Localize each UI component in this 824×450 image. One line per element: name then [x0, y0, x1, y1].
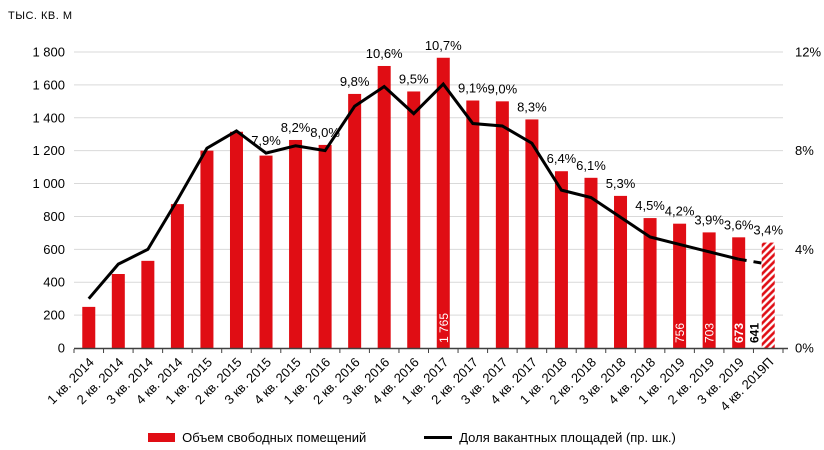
bar	[466, 100, 480, 348]
bar	[702, 232, 716, 348]
legend-item-vacancy: Доля вакантных площадей (пр. шк.)	[424, 430, 676, 445]
bar	[407, 91, 421, 348]
bar	[495, 101, 509, 348]
bar-value-label: 703	[703, 323, 717, 343]
bar	[111, 274, 125, 348]
bar	[377, 65, 391, 348]
bar-value-label: 641	[748, 323, 762, 343]
line-point-label: 8,2%	[281, 120, 311, 135]
line-point-label: 9,5%	[399, 71, 429, 86]
line-point-label: 3,6%	[724, 217, 754, 232]
bar	[732, 237, 746, 348]
left-axis-tick-label: 1 200	[32, 143, 65, 158]
left-axis-tick-label: 800	[43, 209, 65, 224]
left-axis-title: ТЫС. КВ. М	[8, 10, 73, 22]
left-axis-tick-label: 1 000	[32, 176, 65, 191]
bar-value-label: 756	[673, 323, 687, 343]
left-axis-tick-label: 400	[43, 275, 65, 290]
bar	[673, 223, 687, 348]
bar-series-label: Объем свободных помещений	[182, 430, 367, 445]
left-axis-tick-label: 0	[58, 341, 65, 356]
line-point-label: 4,5%	[635, 198, 665, 213]
bar-value-label: 1 765	[437, 313, 451, 343]
line-point-label: 6,1%	[576, 158, 606, 173]
bar-value-label: 673	[732, 323, 746, 343]
bar	[289, 139, 303, 348]
bar	[643, 218, 657, 348]
line-point-label: 10,6%	[366, 46, 403, 61]
line-point-label: 4,2%	[665, 204, 695, 219]
bar	[318, 144, 332, 348]
line-point-label: 6,4%	[547, 151, 577, 166]
bar	[82, 306, 96, 348]
bar	[259, 155, 273, 348]
bar	[170, 204, 184, 348]
bar	[614, 195, 628, 348]
line-point-label: 5,3%	[606, 176, 636, 191]
line-point-label: 9,0%	[488, 81, 518, 96]
bar-series-swatch	[148, 433, 176, 442]
left-axis-tick-label: 1 600	[32, 77, 65, 92]
vacancy-line-forecast-segment	[738, 257, 769, 266]
line-point-label: 9,8%	[340, 74, 370, 89]
bar	[554, 171, 568, 348]
bar-forecast	[761, 242, 775, 348]
line-point-label: 9,1%	[458, 81, 488, 96]
right-axis-tick-label: 0%	[795, 341, 814, 356]
vacancy-line	[87, 81, 740, 300]
line-point-label: 7,9%	[251, 133, 281, 148]
line-point-label: 8,3%	[517, 99, 547, 114]
chart-legend: Объем свободных помещений Доля вакантных…	[0, 430, 824, 445]
line-series-label: Доля вакантных площадей (пр. шк.)	[459, 430, 676, 445]
bar	[436, 57, 450, 348]
left-axis-tick-label: 1 800	[32, 45, 65, 60]
left-axis-tick-label: 600	[43, 242, 65, 257]
chart-area: ТЫС. КВ. М 0 200 400 600 800 1 000 1 200 1 400 1…	[8, 10, 821, 414]
line-point-label: 10,7%	[425, 38, 462, 53]
bar	[200, 150, 214, 348]
right-axis-tick-label: 4%	[795, 242, 814, 257]
left-axis-tick-label: 200	[43, 308, 65, 323]
bar	[525, 119, 539, 348]
bar	[141, 260, 155, 348]
line-point-label: 3,9%	[694, 212, 724, 227]
bar	[584, 177, 598, 348]
line-point-label: 8,0%	[310, 125, 340, 140]
right-axis-tick-label: 12%	[795, 45, 821, 60]
left-axis-tick-label: 1 400	[32, 110, 65, 125]
legend-item-volume: Объем свободных помещений	[148, 430, 366, 445]
chart-canvas: 0 200 400 600 800 1 000 1 200 1 400 1 600 1 800 0%…	[32, 38, 821, 414]
bar	[348, 93, 362, 348]
bar	[229, 131, 243, 348]
line-point-label: 3,4%	[753, 223, 783, 238]
right-axis-tick-label: 8%	[795, 143, 814, 158]
line-series-swatch	[424, 436, 453, 439]
